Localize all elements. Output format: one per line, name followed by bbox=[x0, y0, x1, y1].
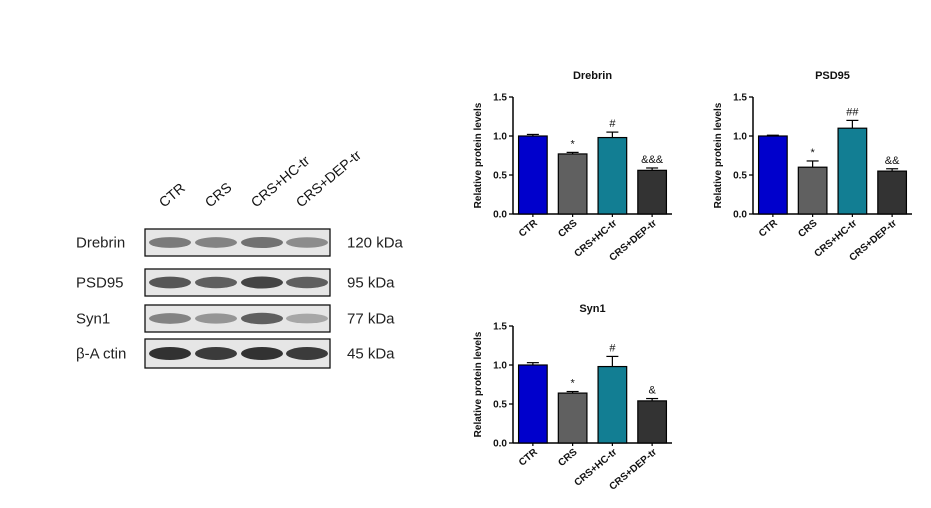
chart-title: Drebrin bbox=[573, 70, 612, 82]
blot-protein-label: PSD95 bbox=[76, 275, 124, 292]
y-tick-label: 1.0 bbox=[733, 132, 747, 143]
significance-label: & bbox=[648, 385, 656, 397]
y-tick-label: 1.5 bbox=[493, 322, 507, 333]
blot-band bbox=[241, 312, 283, 325]
bar bbox=[597, 136, 628, 215]
blot-kda-label: 120 kDa bbox=[347, 235, 404, 252]
significance-label: * bbox=[810, 147, 815, 159]
blot-band bbox=[241, 236, 283, 249]
blot-band bbox=[286, 276, 328, 289]
bar bbox=[557, 392, 588, 444]
bar bbox=[637, 169, 668, 215]
blot-kda-label: 45 kDa bbox=[347, 346, 395, 363]
bar bbox=[637, 400, 668, 444]
blot-band bbox=[241, 346, 283, 361]
blot-band bbox=[195, 313, 237, 324]
y-tick-label: 1.0 bbox=[493, 132, 507, 143]
y-tick-label: 1.0 bbox=[493, 361, 507, 372]
chart-drebrin: Drebrin Relative protein levels 0.0 0.5 1.0 1… bbox=[473, 70, 672, 264]
y-tick-label: 1.5 bbox=[493, 93, 507, 104]
x-tick-label: CTR bbox=[517, 217, 540, 239]
blot-band bbox=[286, 347, 328, 360]
blot-band bbox=[149, 346, 191, 361]
y-axis-label: Relative protein levels bbox=[473, 102, 484, 208]
blot-kda-label: 95 kDa bbox=[347, 275, 395, 292]
blot-kda-label: 77 kDa bbox=[347, 311, 395, 328]
x-tick-label: CRS bbox=[556, 447, 579, 469]
chart-psd95: PSD95 Relative protein levels 0.0 0.5 1.0 1.5… bbox=[713, 70, 912, 264]
blot-band bbox=[241, 276, 283, 289]
significance-label: && bbox=[885, 155, 900, 167]
x-tick-label: CTR bbox=[517, 446, 540, 468]
blot-lane-label: CRS bbox=[202, 179, 235, 210]
chart-title: Syn1 bbox=[579, 303, 605, 315]
x-tick-label: CTR bbox=[757, 217, 780, 239]
blot-protein-label: β-A ctin bbox=[76, 346, 126, 363]
blot-band bbox=[195, 237, 237, 248]
blot-protein-label: Syn1 bbox=[76, 311, 110, 328]
blot-band bbox=[286, 313, 328, 324]
significance-label: &&& bbox=[641, 154, 664, 166]
y-tick-label: 0.0 bbox=[493, 439, 507, 450]
blot-band bbox=[195, 276, 237, 289]
bar bbox=[557, 153, 588, 215]
blot-lane-label: CTR bbox=[156, 180, 188, 211]
bar bbox=[797, 166, 828, 215]
y-tick-label: 0.5 bbox=[733, 171, 747, 182]
y-axis-label: Relative protein levels bbox=[713, 102, 724, 208]
y-tick-label: 0.5 bbox=[493, 171, 507, 182]
blot-band bbox=[286, 237, 328, 248]
y-tick-label: 0.0 bbox=[493, 210, 507, 221]
chart-syn1: Syn1 Relative protein levels 0.0 0.5 1.0 1.5 C… bbox=[473, 303, 672, 493]
significance-label: # bbox=[609, 118, 616, 130]
blot-band bbox=[195, 347, 237, 360]
blot-band bbox=[149, 313, 191, 324]
significance-label: * bbox=[570, 378, 575, 390]
blot-band bbox=[149, 276, 191, 289]
bar bbox=[757, 135, 788, 215]
blot-band bbox=[149, 237, 191, 248]
significance-label: # bbox=[609, 342, 616, 354]
blot-protein-label: Drebrin bbox=[76, 235, 125, 252]
bar bbox=[837, 127, 868, 215]
y-tick-label: 1.5 bbox=[733, 93, 747, 104]
chart-title: PSD95 bbox=[815, 70, 850, 82]
significance-label: * bbox=[570, 138, 575, 150]
y-tick-label: 0.5 bbox=[493, 400, 507, 411]
x-tick-label: CRS bbox=[796, 218, 819, 240]
bar bbox=[597, 365, 628, 444]
bar bbox=[877, 170, 908, 215]
bar bbox=[517, 135, 548, 215]
x-tick-label: CRS bbox=[556, 218, 579, 240]
bar bbox=[517, 364, 548, 444]
y-axis-label: Relative protein levels bbox=[473, 331, 484, 437]
y-tick-label: 0.0 bbox=[733, 210, 747, 221]
significance-label: ## bbox=[846, 106, 859, 118]
